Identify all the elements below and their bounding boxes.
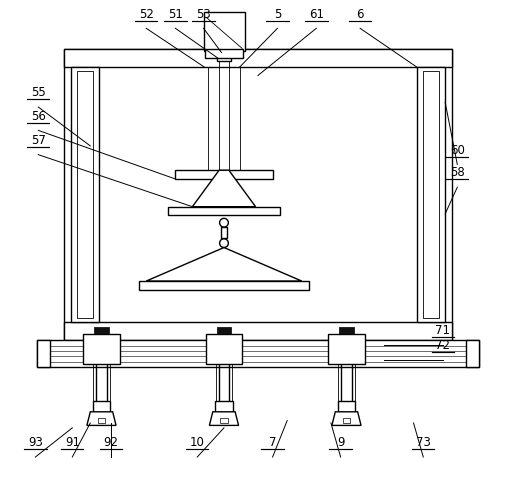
Bar	[215, 401, 233, 412]
Bar	[328, 333, 365, 364]
Bar	[204, 49, 244, 59]
Bar	[175, 170, 272, 179]
Bar	[220, 227, 228, 238]
Bar	[94, 327, 109, 333]
Bar	[168, 207, 280, 215]
Bar	[203, 12, 245, 51]
Text: 52: 52	[139, 7, 154, 20]
Bar	[93, 401, 110, 412]
Text: 9: 9	[337, 436, 344, 449]
Bar	[343, 418, 350, 423]
Polygon shape	[209, 412, 238, 426]
Bar	[337, 401, 355, 412]
Text: 10: 10	[190, 436, 205, 449]
Text: 61: 61	[309, 7, 324, 20]
Bar	[77, 70, 93, 318]
Polygon shape	[332, 412, 361, 426]
Bar	[206, 333, 242, 364]
Text: 6: 6	[357, 7, 364, 20]
Polygon shape	[146, 248, 302, 281]
Polygon shape	[87, 412, 116, 426]
Text: 5: 5	[274, 7, 281, 20]
Bar	[63, 49, 453, 67]
Text: 91: 91	[65, 436, 80, 449]
Bar	[417, 67, 445, 322]
Bar	[423, 70, 439, 318]
Bar	[217, 327, 231, 333]
Text: 56: 56	[31, 110, 46, 123]
Bar	[339, 327, 354, 333]
Bar	[37, 340, 51, 367]
Text: 93: 93	[28, 436, 43, 449]
Bar	[217, 51, 231, 61]
Text: 53: 53	[196, 7, 211, 20]
Bar	[63, 49, 453, 340]
Text: 57: 57	[31, 134, 46, 147]
Bar	[98, 418, 105, 423]
Text: 60: 60	[450, 144, 465, 157]
Bar	[220, 418, 228, 423]
Polygon shape	[192, 170, 255, 207]
Text: 73: 73	[416, 436, 431, 449]
Bar	[71, 67, 99, 322]
Text: 71: 71	[435, 324, 450, 337]
Text: 51: 51	[168, 7, 183, 20]
Bar	[37, 340, 479, 367]
Bar	[139, 281, 309, 290]
Bar	[83, 333, 120, 364]
Text: 7: 7	[269, 436, 277, 449]
Text: 58: 58	[450, 167, 465, 180]
Text: 72: 72	[435, 339, 450, 352]
Bar	[465, 340, 479, 367]
Text: 55: 55	[31, 86, 46, 99]
Text: 92: 92	[104, 436, 119, 449]
Bar	[63, 322, 453, 340]
